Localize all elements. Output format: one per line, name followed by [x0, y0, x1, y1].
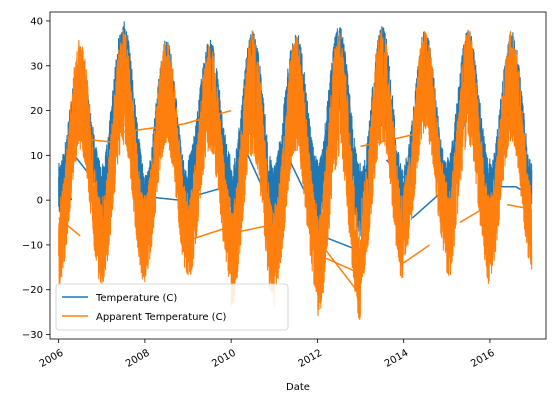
axes-frame: [49, 11, 547, 340]
y-tick-label: 20: [30, 106, 43, 117]
series-2-connector-3: [114, 123, 184, 134]
legend-label-1: Temperature (C): [95, 293, 177, 304]
series-layer: [57, 21, 533, 320]
legend-label-2: Apparent Temperature (C): [96, 312, 227, 323]
series-2-connector-1: [58, 217, 81, 237]
legend-box: [55, 283, 289, 331]
y-tick-label: −20: [22, 285, 43, 296]
series-2-connector-9: [360, 132, 422, 148]
plot-area: [49, 11, 547, 340]
series-2-connector-5: [187, 226, 230, 242]
series-2-connector-7: [321, 244, 357, 291]
y-tick-label: 40: [30, 16, 43, 27]
series-2-connector-11: [459, 203, 491, 224]
y-tick-label: −10: [22, 240, 43, 251]
y-tick-label: 0: [37, 196, 43, 207]
series-2-connector-2: [67, 136, 111, 143]
y-tick-label: 30: [30, 61, 43, 72]
y-tick-label: 10: [30, 151, 43, 162]
series-2-connector-10: [403, 244, 430, 264]
series-2-connector-8: [325, 257, 357, 273]
series-line-2: [58, 25, 533, 320]
series-2-connector-6: [239, 221, 284, 233]
series-1-connector-3: [136, 194, 180, 201]
legend: Temperature (C) Apparent Temperature (C): [55, 283, 289, 331]
x-axis-label: Date: [286, 382, 310, 393]
series-2-connector-12: [507, 203, 532, 210]
y-axis: −30 −20 −10 0 10 20 30 40: [22, 16, 50, 341]
y-tick-label: −30: [22, 330, 43, 341]
series-2-connector-4: [183, 109, 232, 125]
